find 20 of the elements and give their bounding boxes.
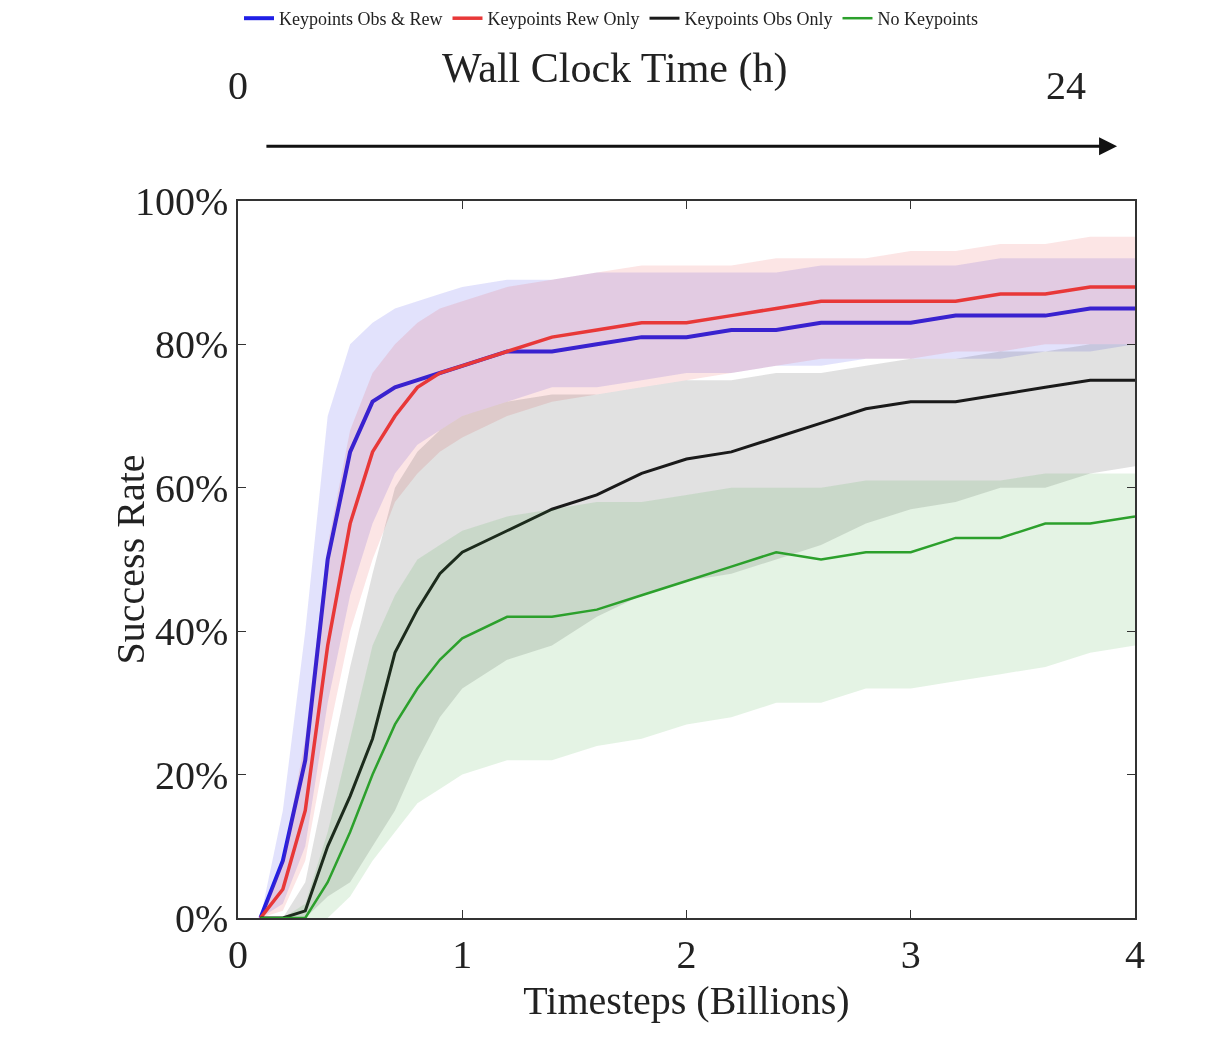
y-tick-label: 60% bbox=[154, 465, 229, 511]
y-tick-label: 20% bbox=[154, 752, 229, 798]
x2-tick-label: 24 bbox=[1046, 63, 1086, 109]
y-tick-label: 0% bbox=[174, 896, 229, 941]
legend-label: Keypoints Rew Only bbox=[487, 9, 640, 30]
legend-label: Keypoints Obs & Rew bbox=[279, 9, 443, 30]
x2-tick-label: 0 bbox=[228, 63, 248, 109]
y-tick-label: 40% bbox=[154, 609, 229, 655]
x-tick-label: 4 bbox=[1125, 931, 1145, 977]
x2-axis-title: Wall Clock Time (h) bbox=[442, 45, 788, 92]
x-tick-label: 0 bbox=[228, 931, 248, 977]
x-tick-label: 2 bbox=[676, 931, 697, 977]
legend-label: Keypoints Obs Only bbox=[684, 9, 833, 30]
x-axis-title: Timesteps (Billions) bbox=[523, 977, 850, 1023]
y-axis-title: Success Rate bbox=[107, 454, 153, 665]
x-tick-label: 1 bbox=[452, 931, 473, 977]
legend-label: No Keypoints bbox=[877, 9, 978, 30]
y-tick-label: 100% bbox=[134, 178, 229, 224]
x-tick-label: 3 bbox=[900, 931, 921, 977]
y-tick-label: 80% bbox=[154, 322, 229, 368]
